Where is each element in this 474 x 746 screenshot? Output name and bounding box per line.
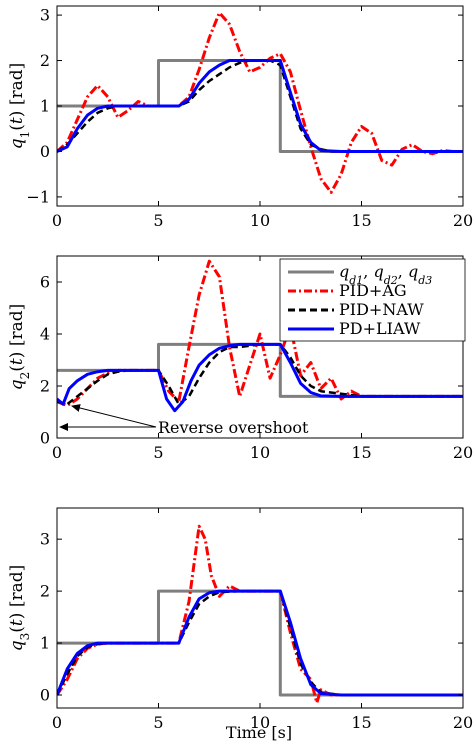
y-axis-label: q3(t) [rad] bbox=[7, 565, 32, 651]
x-tick-label: 0 bbox=[52, 443, 62, 462]
series-line-pd-liaw bbox=[57, 589, 463, 697]
series-group bbox=[57, 259, 463, 413]
x-tick-label: 0 bbox=[52, 211, 62, 230]
series-group bbox=[57, 524, 463, 705]
series-line-pd-liaw bbox=[57, 342, 463, 413]
x-tick-label: 10 bbox=[250, 713, 270, 732]
series-line-pid-ag bbox=[57, 259, 463, 407]
y-tick-label: 1 bbox=[40, 634, 50, 653]
x-tick-label: 5 bbox=[153, 211, 163, 230]
x-tick-label: 10 bbox=[250, 443, 270, 462]
x-tick-label: 20 bbox=[453, 443, 473, 462]
y-tick-label: 3 bbox=[40, 530, 50, 549]
x-tick-label: 5 bbox=[153, 713, 163, 732]
y-tick-label: 6 bbox=[40, 273, 50, 292]
x-tick-label: 5 bbox=[153, 443, 163, 462]
x-tick-label: 20 bbox=[453, 713, 473, 732]
y-tick-label: 3 bbox=[40, 6, 50, 25]
y-tick-label: −1 bbox=[26, 187, 50, 206]
y-axis-label: q1(t) [rad] bbox=[7, 63, 32, 149]
y-tick-label: 2 bbox=[40, 582, 50, 601]
annotation-reverse-overshoot: Reverse overshoot bbox=[59, 404, 309, 437]
x-tick-label: 15 bbox=[351, 211, 371, 230]
y-tick-label: 2 bbox=[40, 377, 50, 396]
legend-label-pid-naw: PID+NAW bbox=[339, 300, 424, 319]
x-tick-label: 15 bbox=[351, 713, 371, 732]
y-tick-label: 4 bbox=[40, 325, 50, 344]
legend: qd1, qd2, qd3 PID+AG PID+NAW PD+LIAW bbox=[279, 258, 466, 342]
series-group bbox=[57, 11, 463, 194]
x-tick-label: 10 bbox=[250, 211, 270, 230]
annotation-arrow-1 bbox=[71, 404, 157, 428]
panel-3: 0 5 10 15 20 0 1 2 3 q3(t) [rad] bbox=[7, 507, 473, 732]
series-line-pd-liaw bbox=[57, 59, 463, 153]
legend-label-pd-liaw: PD+LIAW bbox=[339, 319, 421, 338]
y-axis-label: q2(t) [rad] bbox=[7, 304, 32, 390]
plot-area bbox=[57, 508, 463, 708]
series-line-pid-naw bbox=[57, 343, 463, 406]
x-tick-label: 15 bbox=[351, 443, 371, 462]
y-tick-label: 2 bbox=[40, 51, 50, 70]
x-axis-label: Time [s] bbox=[226, 723, 292, 742]
series-line-pid-ag bbox=[57, 11, 463, 194]
x-tick-label: 0 bbox=[52, 713, 62, 732]
x-tick-label: 20 bbox=[453, 211, 473, 230]
y-tick-label: 1 bbox=[40, 97, 50, 116]
y-tick-label: 0 bbox=[40, 142, 50, 161]
legend-label-ref: qd1, qd2, qd3 bbox=[339, 262, 432, 287]
legend-label-pid-ag: PID+AG bbox=[339, 281, 407, 300]
y-tick-label: 0 bbox=[40, 686, 50, 705]
y-tick-label: 0 bbox=[40, 429, 50, 448]
annotation-text: Reverse overshoot bbox=[158, 418, 309, 437]
